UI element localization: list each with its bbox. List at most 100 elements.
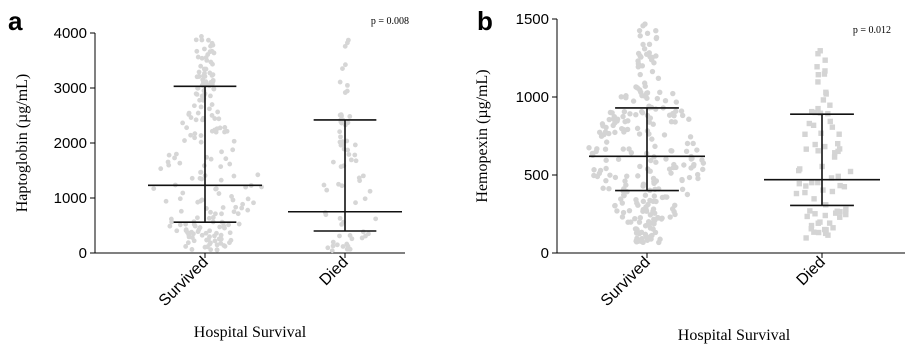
- y-tick-label: 1000: [54, 190, 87, 207]
- data-point: [690, 163, 697, 169]
- data-point: [193, 37, 199, 43]
- data-point: [826, 220, 833, 226]
- data-point: [808, 222, 815, 229]
- data-point: [347, 233, 353, 238]
- data-point: [843, 206, 849, 212]
- data-point: [652, 217, 658, 224]
- data-point: [684, 191, 691, 198]
- data-point: [218, 236, 224, 242]
- data-point: [644, 90, 650, 96]
- data-point: [337, 233, 342, 239]
- data-point: [198, 198, 203, 204]
- data-point: [209, 40, 215, 46]
- data-point: [648, 57, 655, 63]
- data-point: [811, 196, 817, 202]
- data-point: [185, 240, 191, 246]
- data-point: [226, 222, 231, 228]
- data-point: [668, 147, 674, 154]
- data-point: [208, 247, 214, 253]
- data-point: [233, 204, 239, 210]
- data-point: [808, 226, 814, 232]
- data-point: [356, 175, 362, 181]
- data-point: [643, 208, 650, 214]
- data-point: [373, 216, 379, 222]
- data-point: [163, 198, 169, 204]
- data-point: [334, 242, 340, 248]
- data-point: [624, 126, 631, 133]
- data-point: [196, 74, 202, 79]
- data-point: [669, 206, 676, 212]
- data-point: [235, 211, 241, 217]
- data-point: [236, 221, 242, 227]
- data-point: [196, 69, 202, 75]
- data-point: [198, 63, 204, 69]
- data-point: [167, 223, 173, 229]
- data-point: [809, 108, 815, 115]
- data-point: [827, 118, 833, 125]
- data-point: [177, 196, 183, 202]
- data-point: [636, 131, 643, 137]
- data-point: [220, 205, 226, 210]
- data-point: [342, 90, 348, 95]
- data-point: [684, 140, 691, 147]
- data-point: [809, 179, 815, 186]
- data-point: [820, 97, 827, 103]
- data-point: [189, 175, 195, 181]
- x-category-label: Survived: [156, 254, 212, 310]
- data-point: [195, 110, 201, 116]
- data-point: [803, 235, 809, 241]
- data-point: [183, 221, 189, 227]
- data-point: [661, 132, 668, 138]
- data-point: [642, 21, 648, 27]
- data-point: [352, 142, 358, 148]
- data-point: [231, 209, 237, 215]
- p-value-annotation: p = 0.008: [371, 16, 409, 27]
- data-point: [591, 172, 597, 179]
- data-point: [177, 160, 183, 166]
- data-point: [804, 213, 810, 220]
- data-point: [686, 116, 692, 122]
- data-point: [820, 187, 826, 193]
- data-point: [643, 51, 650, 57]
- data-point: [240, 201, 246, 207]
- x-axis-title: Hospital Survival: [194, 324, 307, 341]
- data-point: [634, 200, 640, 206]
- data-point: [330, 239, 336, 245]
- data-point: [673, 108, 679, 114]
- data-point: [607, 172, 613, 178]
- data-point: [360, 229, 366, 235]
- data-point: [199, 37, 205, 43]
- data-point: [815, 229, 822, 236]
- data-point: [815, 79, 821, 85]
- data-point: [640, 198, 647, 205]
- data-point: [796, 180, 802, 187]
- x-axis-title: Hospital Survival: [678, 327, 791, 344]
- data-point: [199, 55, 205, 61]
- data-point: [651, 193, 658, 199]
- data-point: [255, 172, 261, 178]
- data-point: [627, 111, 633, 117]
- y-tick-label: 0: [541, 245, 549, 262]
- data-point: [211, 86, 217, 92]
- data-point: [223, 156, 229, 162]
- data-point: [666, 166, 673, 172]
- data-point: [174, 228, 180, 234]
- data-point: [216, 191, 222, 196]
- data-point: [343, 62, 348, 68]
- data-point: [818, 130, 824, 136]
- data-point: [337, 129, 343, 135]
- data-point: [652, 143, 658, 150]
- data-point: [346, 152, 352, 157]
- data-point: [620, 192, 627, 198]
- data-point: [836, 131, 842, 137]
- data-point: [209, 73, 215, 78]
- data-point: [342, 43, 348, 49]
- data-point: [245, 207, 251, 213]
- data-point: [606, 116, 612, 123]
- data-point: [207, 241, 213, 247]
- data-point: [806, 120, 813, 127]
- data-point: [636, 219, 643, 225]
- data-point: [210, 214, 216, 220]
- data-point: [664, 194, 670, 200]
